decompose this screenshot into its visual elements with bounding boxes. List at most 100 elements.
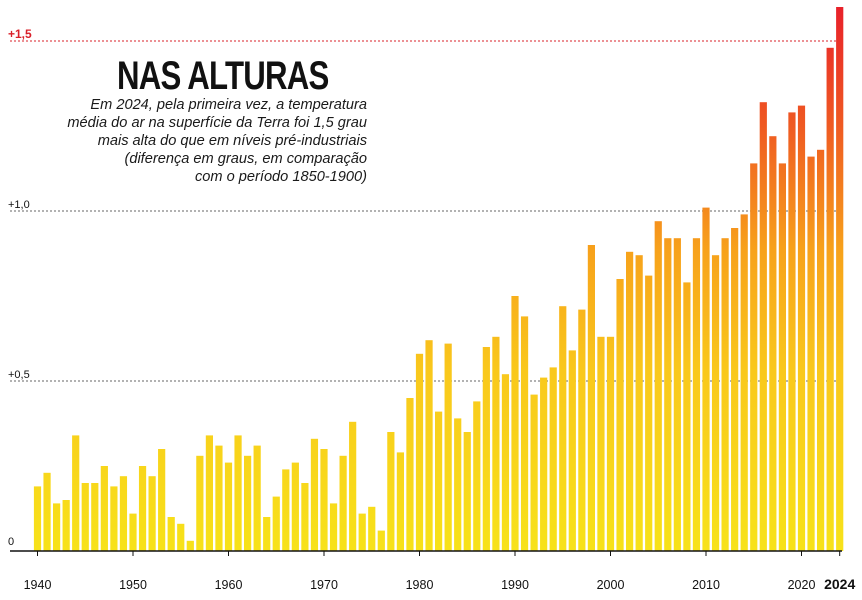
chart-description: Em 2024, pela primeira vez, a temperatur…: [10, 96, 367, 186]
x-tick-labels: 1940 1950 1960 1970 1980 1990 2000 2010 2020 2024: [24, 551, 855, 592]
bar: [177, 523, 185, 551]
bar: [578, 309, 586, 551]
y-tick-label: +1,0: [8, 199, 30, 211]
bar: [253, 445, 261, 551]
bar: [148, 476, 156, 551]
bar: [320, 449, 328, 551]
bar: [616, 279, 624, 551]
x-tick-label: 1950: [119, 578, 147, 592]
x-tick-label: 2000: [597, 578, 625, 592]
bar: [301, 483, 309, 551]
bar: [721, 238, 729, 551]
bar: [530, 394, 538, 551]
bar: [645, 275, 653, 551]
bar: [43, 472, 51, 551]
bar: [826, 47, 834, 552]
bar: [836, 7, 844, 551]
y-tick-labels: 0 +0,5 +1,0 +1,5: [8, 27, 32, 548]
bar: [635, 255, 643, 551]
bar: [53, 503, 61, 551]
bar: [444, 343, 452, 551]
chart-title: NAS ALTURAS: [117, 54, 329, 98]
bar: [263, 517, 271, 551]
x-tick-label: 2010: [692, 578, 720, 592]
bars: [33, 7, 844, 552]
bar: [549, 367, 557, 551]
bar: [711, 255, 720, 551]
bar: [72, 435, 80, 551]
bar: [272, 496, 280, 551]
bar: [339, 455, 347, 551]
bar: [683, 282, 691, 551]
bar: [224, 462, 233, 551]
bar: [435, 411, 443, 551]
bar: [540, 377, 548, 551]
bar: [606, 336, 615, 551]
bar: [587, 245, 595, 551]
description-line: média do ar na superfície da Terra foi 1…: [67, 115, 367, 131]
bar: [750, 163, 758, 551]
bar: [788, 112, 796, 552]
bar: [568, 350, 576, 551]
bar: [110, 486, 118, 551]
bar: [415, 353, 424, 551]
bar: [778, 163, 786, 551]
bar: [492, 336, 500, 551]
description-line: Em 2024, pela primeira vez, a temperatur…: [90, 97, 367, 113]
bar: [100, 466, 108, 551]
bar: [33, 486, 42, 551]
x-tick-label: 1990: [501, 578, 529, 592]
bar: [167, 517, 175, 551]
bar: [205, 435, 213, 551]
bar: [310, 438, 319, 551]
bar: [377, 530, 385, 551]
description-line: com o período 1850-1900): [195, 169, 367, 185]
x-tick-label: 2024: [824, 576, 855, 592]
bar: [196, 455, 204, 551]
bar: [511, 296, 519, 551]
x-tick-label: 1940: [24, 578, 52, 592]
bar: [482, 347, 490, 551]
bar: [387, 432, 395, 551]
bar: [817, 149, 825, 552]
bar: [702, 207, 710, 551]
bar: [454, 418, 462, 551]
bar: [291, 462, 299, 551]
bar: [138, 466, 147, 551]
y-tick-label: +0,5: [8, 369, 30, 381]
bar: [501, 374, 510, 551]
bar: [807, 156, 815, 551]
x-tick-label: 1970: [310, 578, 338, 592]
description-line: mais alta do que em níveis pré-industria…: [97, 133, 367, 149]
bar: [215, 445, 223, 551]
bar: [129, 513, 137, 551]
bar: [158, 449, 166, 551]
bar: [234, 435, 242, 551]
bar: [358, 513, 366, 551]
bar: [186, 540, 194, 551]
bar: [626, 251, 634, 552]
bar: [396, 452, 404, 551]
bar: [463, 432, 471, 551]
bar: [559, 306, 567, 551]
bar: [81, 483, 89, 551]
y-tick-label: 0: [8, 536, 14, 548]
bar: [664, 238, 672, 551]
bar: [62, 500, 70, 551]
bar: [692, 238, 701, 551]
bar: [673, 238, 681, 551]
x-tick-label: 1960: [215, 578, 243, 592]
bar: [731, 228, 739, 551]
y-tick-label: +1,5: [8, 27, 32, 41]
bar: [740, 214, 748, 551]
bar: [797, 105, 806, 551]
x-tick-label: 2020: [788, 578, 816, 592]
bar: [520, 316, 529, 551]
bar: [473, 401, 481, 551]
bar: [406, 398, 414, 551]
bar: [368, 506, 376, 551]
bar: [759, 102, 767, 551]
bar: [91, 483, 99, 551]
description-line: (diferença em graus, em comparação: [124, 151, 367, 167]
